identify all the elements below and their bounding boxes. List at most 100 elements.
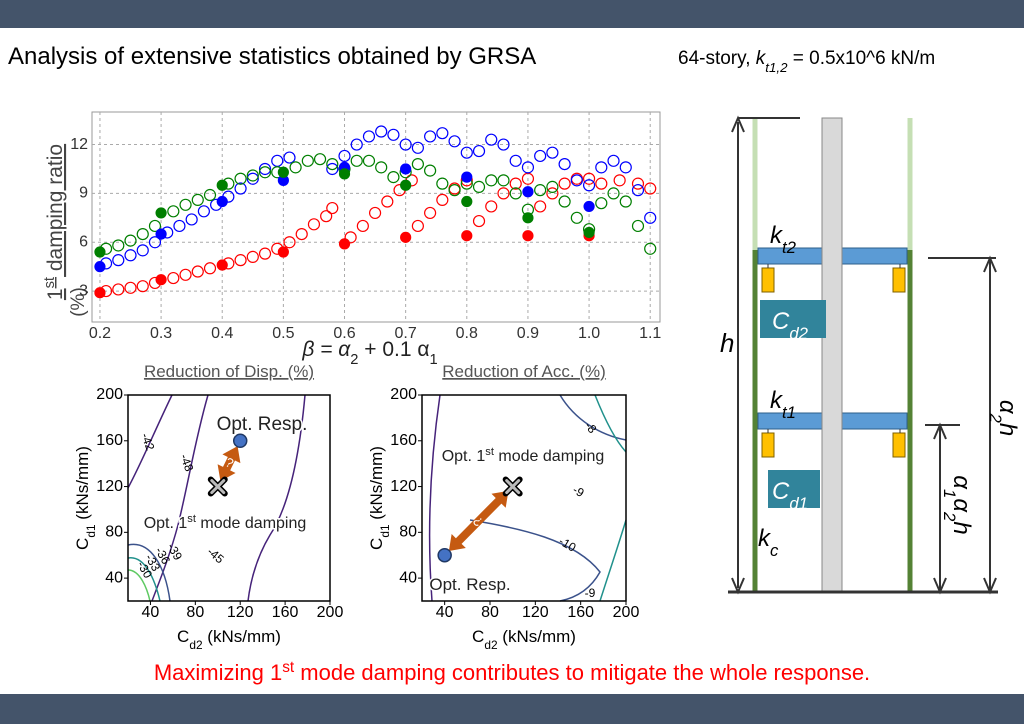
label-part: st bbox=[42, 277, 58, 288]
data-point bbox=[368, 206, 382, 220]
data-point bbox=[546, 146, 559, 159]
data-point bbox=[400, 163, 412, 175]
label-part: C bbox=[73, 538, 92, 550]
x-axis-label: Cd2 (kNs/mm) bbox=[177, 627, 281, 652]
data-point bbox=[185, 213, 198, 226]
data-point bbox=[307, 218, 321, 231]
cd2-label: Cd2 bbox=[772, 308, 809, 343]
opt-damping-inner bbox=[505, 479, 521, 495]
contour-line bbox=[428, 394, 441, 602]
data-point bbox=[631, 219, 645, 233]
data-point bbox=[534, 200, 547, 213]
data-point bbox=[461, 195, 473, 208]
data-point bbox=[607, 154, 620, 167]
x-axis-label: Cd2 (kNs/mm) bbox=[472, 627, 576, 652]
data-point bbox=[246, 250, 259, 263]
data-point bbox=[191, 265, 204, 278]
contour-line bbox=[559, 394, 627, 441]
data-point bbox=[387, 128, 400, 141]
arrowheads bbox=[933, 422, 947, 595]
footer-part: mode damping contributes to mitigate the… bbox=[294, 660, 870, 685]
data-point bbox=[216, 195, 228, 208]
data-point bbox=[411, 219, 424, 233]
data-point bbox=[497, 174, 510, 187]
conclusion: Maximizing 1st mode damping contributes … bbox=[154, 659, 870, 686]
data-point bbox=[485, 200, 498, 213]
data-point bbox=[320, 210, 333, 223]
plot-frame bbox=[127, 394, 331, 602]
data-point bbox=[381, 195, 394, 208]
data-point bbox=[94, 261, 106, 273]
data-point bbox=[258, 162, 272, 176]
contour-line bbox=[127, 394, 173, 489]
data-point bbox=[595, 177, 608, 190]
x-tick-label: 0.2 bbox=[89, 325, 111, 342]
x-tick-label: 120 bbox=[227, 604, 254, 621]
opt-damping-inner bbox=[210, 479, 226, 495]
label-part: d2 bbox=[189, 638, 203, 652]
data-point bbox=[522, 212, 534, 224]
data-point bbox=[375, 161, 388, 174]
label-part: d2 bbox=[484, 638, 498, 652]
data-point bbox=[362, 154, 376, 167]
data-point bbox=[399, 138, 412, 151]
y-tick-label: 200 bbox=[390, 386, 417, 403]
label-part: 2 bbox=[350, 352, 358, 368]
y-axis-label: Cd1 (kNs/mm) bbox=[73, 446, 98, 550]
data-point bbox=[631, 184, 645, 197]
contour-line bbox=[127, 557, 161, 602]
damper bbox=[761, 267, 775, 293]
data-point bbox=[338, 238, 351, 250]
data-point bbox=[326, 162, 339, 176]
diagram: kt2 Cd2 kt1 Cd1 kc h α2h α1α2h bbox=[720, 115, 1021, 595]
data-point bbox=[521, 161, 535, 174]
y-tick-label: 80 bbox=[105, 524, 123, 541]
y-tick-label: 80 bbox=[399, 524, 417, 541]
damper-link bbox=[767, 264, 901, 433]
x-tick-label: 0.8 bbox=[456, 325, 478, 342]
data-point bbox=[313, 153, 327, 166]
x-axis-label: β = α2 + 0.1 α1 bbox=[301, 338, 437, 368]
y-tick-label: 200 bbox=[96, 386, 123, 403]
label-part: k bbox=[770, 222, 784, 249]
data-point bbox=[595, 197, 608, 210]
label-part: c bbox=[770, 541, 779, 560]
x-tick-label: 0.9 bbox=[517, 325, 539, 342]
arrowheads bbox=[731, 115, 745, 595]
data-point bbox=[155, 207, 167, 219]
contour-lines-acc bbox=[428, 394, 627, 602]
label-part: d1 bbox=[84, 524, 98, 538]
data-point bbox=[424, 206, 437, 220]
contour-line bbox=[247, 394, 306, 602]
data-point bbox=[124, 249, 137, 262]
contour-line bbox=[594, 394, 627, 453]
data-point bbox=[436, 193, 449, 207]
data-point bbox=[436, 127, 449, 140]
x-tick-label: 0.4 bbox=[211, 325, 233, 342]
data-point bbox=[344, 231, 357, 244]
y-tick-label: 3 bbox=[79, 282, 88, 299]
h-label: h bbox=[720, 328, 734, 358]
contour-label: -42 bbox=[138, 431, 157, 452]
label-part: 1 bbox=[430, 352, 438, 368]
x-tick-label: 80 bbox=[186, 604, 204, 621]
label-part: d1 bbox=[378, 524, 392, 538]
label-part: (kNs/mm) bbox=[203, 627, 281, 646]
label-part: C bbox=[472, 627, 484, 646]
data-point bbox=[258, 166, 272, 179]
y-tick-label: 120 bbox=[390, 478, 417, 495]
damper-box bbox=[768, 470, 820, 508]
subtitle-part: t1,2 bbox=[765, 60, 788, 75]
x-tick-label: 200 bbox=[317, 604, 344, 621]
data-point bbox=[411, 157, 424, 171]
x-tick-label: 0.6 bbox=[333, 325, 355, 342]
x-tick-label: 40 bbox=[142, 604, 160, 621]
data-point bbox=[472, 214, 486, 228]
data-point bbox=[136, 244, 149, 257]
cd1-label: Cd1 bbox=[772, 478, 808, 513]
chart-title: Reduction of Disp. (%) bbox=[144, 362, 314, 381]
x-tick-label: 1.1 bbox=[639, 325, 661, 342]
label-part: C bbox=[367, 538, 386, 550]
label-part: k bbox=[758, 525, 772, 552]
